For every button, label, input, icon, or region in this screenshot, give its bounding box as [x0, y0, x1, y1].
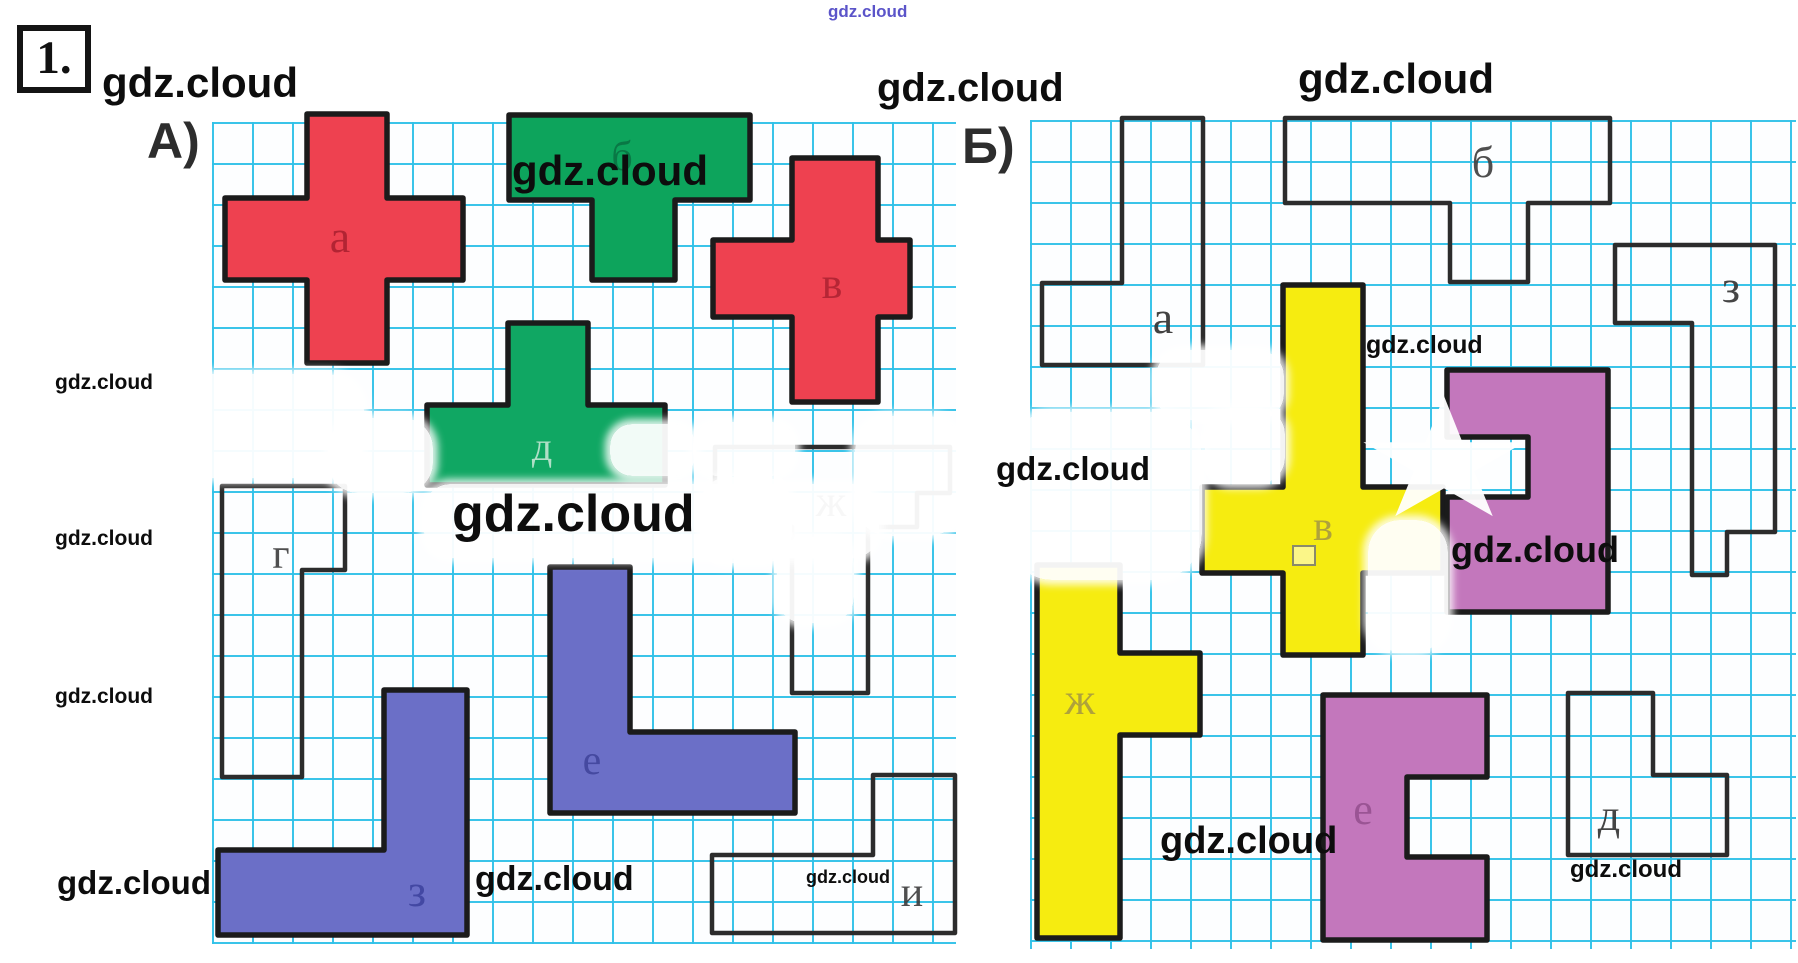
watermark-text: gdz.cloud [828, 2, 908, 21]
panel-a-figure-a-label: а [330, 211, 350, 262]
watermark-text: gdz.cloud [55, 527, 153, 550]
watermark-text: gdz.cloud [55, 685, 153, 708]
panel-a-figure-g-label: г [272, 532, 289, 578]
panel-a-figure-a [222, 111, 466, 366]
panel-a-figure-v-label: в [822, 259, 843, 308]
task-number-box: 1. [17, 25, 91, 93]
panel-b-figure-e-label: е [1353, 785, 1373, 834]
panel-b-figure-a [1039, 115, 1206, 368]
watermark-text: gdz.cloud [475, 860, 634, 898]
task-number: 1. [36, 32, 72, 84]
watermark-text: gdz.cloud [102, 59, 298, 106]
watermark-text: gdz.cloud [1298, 55, 1494, 102]
panel-b-figure-b-label: б [1472, 138, 1494, 187]
watermark-text: gdz.cloud [1366, 331, 1483, 359]
panel-b-figure-z [1612, 242, 1778, 578]
watermark-text: gdz.cloud [1451, 529, 1619, 570]
panel-a-figure-d-label: д [532, 424, 552, 469]
whiteout-smudge [855, 416, 963, 536]
whiteout-smudge [1368, 520, 1448, 652]
panel-a-figure-e-label: е [583, 738, 602, 784]
panel-a-figure-z-label: з [408, 865, 426, 916]
whiteout-smudge [146, 374, 364, 478]
watermark-text: gdz.cloud [1160, 820, 1338, 862]
panel-a-figure-i [709, 772, 958, 936]
panel-b-figure-purple-right [1444, 367, 1611, 615]
panel-b-figure-zh-label: ж [1064, 675, 1096, 724]
panel-b-figure-v-label: в [1313, 504, 1333, 550]
panel-a-figure-i-label: и [901, 870, 923, 916]
whiteout-smudge [328, 418, 433, 493]
whiteout-smudge [777, 537, 854, 623]
panel-a-figure-z [215, 687, 470, 938]
panel-b-figure-e [1320, 692, 1490, 943]
panel-b-label: Б) [962, 118, 1015, 174]
panel-b-figure-z-label: з [1722, 261, 1740, 312]
watermark-text: gdz.cloud [996, 450, 1150, 487]
panel-b-figure-zh [1034, 562, 1203, 941]
panel-a-figure-v [710, 155, 913, 405]
panel-b-figure-d [1565, 690, 1730, 858]
panel-a-figure-g [219, 483, 348, 780]
watermark-text: gdz.cloud [512, 147, 708, 194]
panel-b-figure-a-label: а [1153, 292, 1173, 343]
panel-a-figure-b-label: б [611, 134, 632, 180]
panel-b-figure-d-label: д [1598, 791, 1620, 840]
whiteout-smudge [1156, 350, 1284, 420]
watermark-text: gdz.cloud [877, 66, 1064, 110]
whiteout-smudge [1006, 412, 1202, 580]
panel-a-figure-b [506, 112, 753, 283]
panel-a-label: А) [147, 113, 200, 169]
watermark-text: gdz.cloud [55, 371, 153, 394]
watermark-text: gdz.cloud [806, 867, 890, 887]
whiteout-smudge [693, 422, 795, 476]
whiteout-smudge [700, 477, 792, 563]
watermark-text: gdz.cloud [57, 864, 211, 901]
watermark-text: gdz.cloud [452, 485, 695, 543]
whiteout-smudge [1205, 408, 1285, 484]
checkbox-mark [1292, 545, 1316, 566]
panel-a-figure-e [547, 564, 798, 816]
whiteout-smudge [610, 424, 696, 476]
panel-b-figure-b [1282, 115, 1613, 285]
watermark-text: gdz.cloud [1570, 856, 1682, 883]
